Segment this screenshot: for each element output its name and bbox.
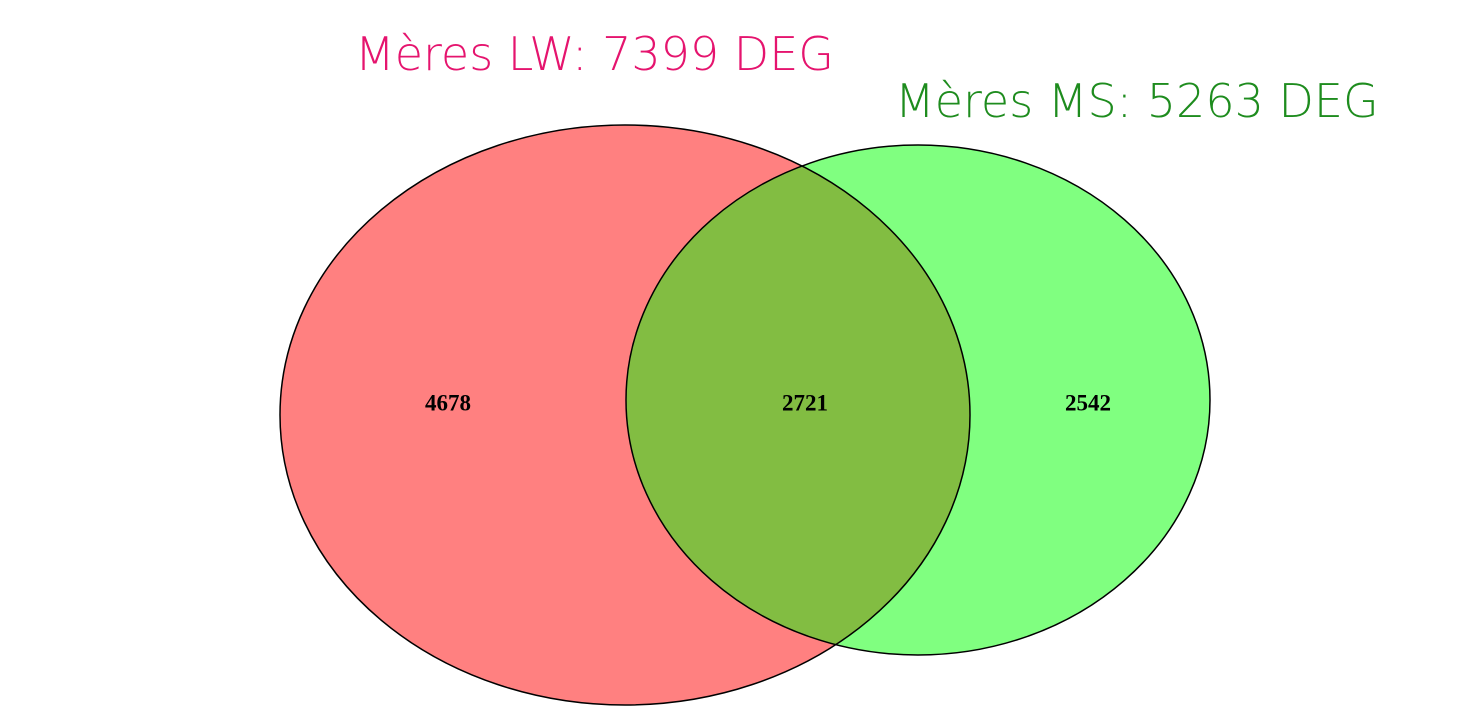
set-ms-outline xyxy=(625,144,1211,656)
region-count: 2542 xyxy=(1065,390,1111,415)
set-label: Mères LW: 7399 DEG xyxy=(355,27,834,81)
set-lw-outline xyxy=(279,124,971,706)
region-count: 4678 xyxy=(425,390,471,415)
set-label: Mères MS: 5263 DEG xyxy=(895,74,1379,128)
intersection xyxy=(626,145,970,655)
region-count: 2721 xyxy=(782,390,828,415)
